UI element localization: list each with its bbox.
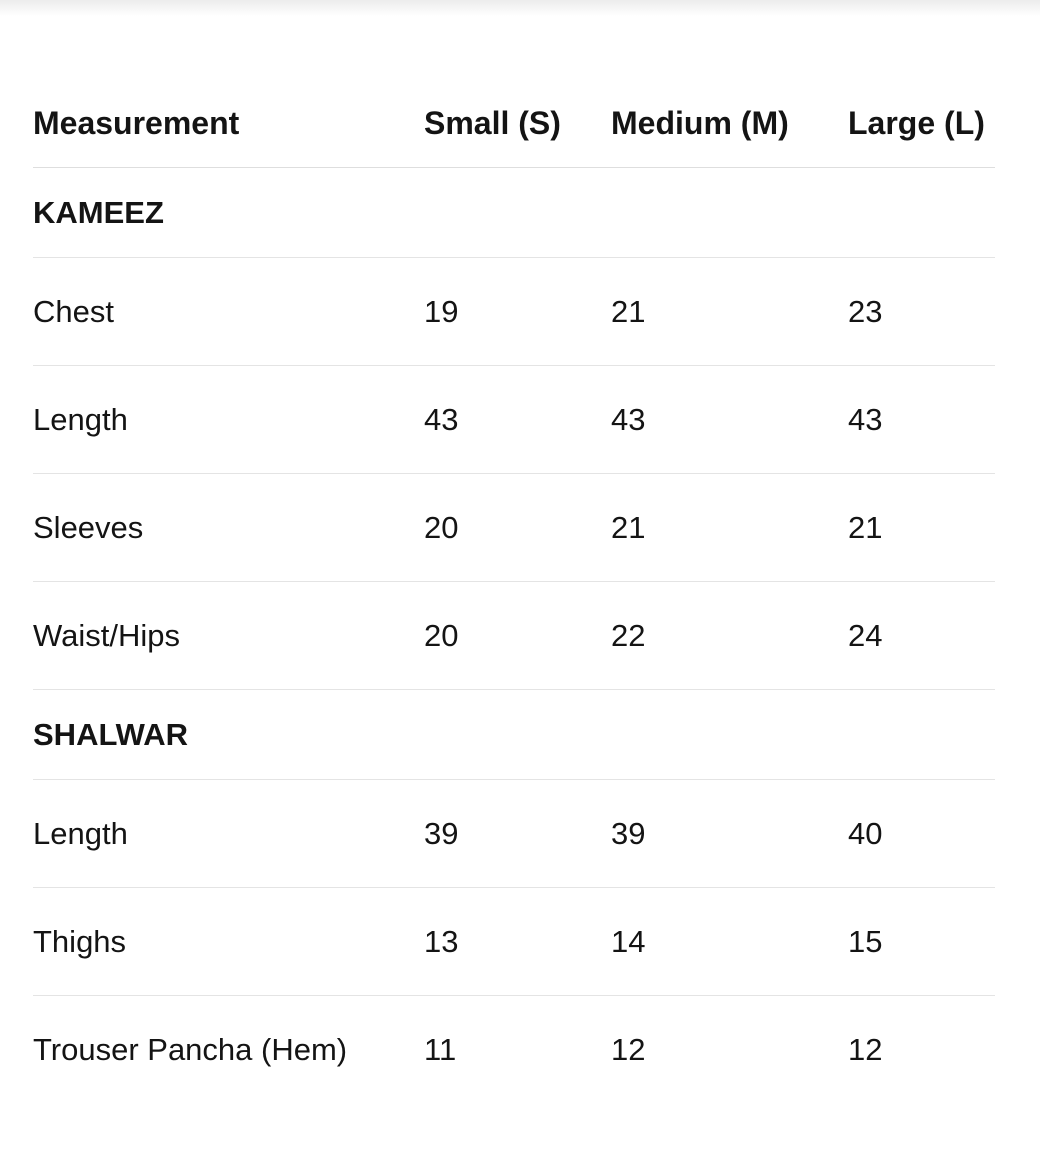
- measurement-name: Waist/Hips: [33, 581, 424, 690]
- section-row: KAMEEZ: [33, 167, 995, 258]
- measurement-name: Chest: [33, 257, 424, 366]
- measurement-value: 20: [424, 581, 611, 690]
- measurement-value: 39: [424, 779, 611, 888]
- top-shadow: [0, 0, 1040, 16]
- header-row: Measurement Small (S) Medium (M) Large (…: [33, 80, 995, 168]
- header-measurement: Measurement: [33, 80, 424, 168]
- header-small: Small (S): [424, 80, 611, 168]
- header-medium: Medium (M): [611, 80, 848, 168]
- measurement-value: 21: [611, 473, 848, 582]
- measurement-value: 22: [611, 581, 848, 690]
- measurement-value: 24: [848, 581, 995, 690]
- section-title: KAMEEZ: [33, 167, 995, 258]
- section-row: SHALWAR: [33, 689, 995, 780]
- table-row: Chest 19 21 23: [33, 257, 995, 366]
- table-row: Waist/Hips 20 22 24: [33, 581, 995, 690]
- measurement-value: 43: [848, 365, 995, 474]
- measurement-value: 23: [848, 257, 995, 366]
- table-row: Sleeves 20 21 21: [33, 473, 995, 582]
- table-row: Length 39 39 40: [33, 779, 995, 888]
- table-row: Trouser Pancha (Hem) 11 12 12: [33, 996, 995, 1104]
- measurement-value: 12: [611, 1031, 646, 1067]
- measurement-value: 19: [424, 257, 611, 366]
- measurement-value: 15: [848, 887, 995, 996]
- section-title: SHALWAR: [33, 689, 995, 780]
- measurement-name: Thighs: [33, 887, 424, 996]
- measurement-value: 39: [611, 779, 848, 888]
- measurement-value: 20: [424, 473, 611, 582]
- measurement-value: 12: [848, 1031, 883, 1067]
- table-row: Thighs 13 14 15: [33, 887, 995, 996]
- table-row: Length 43 43 43: [33, 365, 995, 474]
- measurement-value: 40: [848, 779, 995, 888]
- measurement-name: Trouser Pancha (Hem): [33, 1031, 348, 1067]
- measurement-value: 11: [424, 1031, 457, 1067]
- measurement-value: 21: [848, 473, 995, 582]
- measurement-value: 43: [424, 365, 611, 474]
- measurement-value: 13: [424, 887, 611, 996]
- measurement-name: Length: [33, 779, 424, 888]
- size-chart-table: Measurement Small (S) Medium (M) Large (…: [33, 80, 995, 1103]
- measurement-value: 14: [611, 887, 848, 996]
- measurement-name: Sleeves: [33, 473, 424, 582]
- measurement-value: 21: [611, 257, 848, 366]
- measurement-name: Length: [33, 365, 424, 474]
- measurement-value: 43: [611, 365, 848, 474]
- header-large: Large (L): [848, 80, 995, 168]
